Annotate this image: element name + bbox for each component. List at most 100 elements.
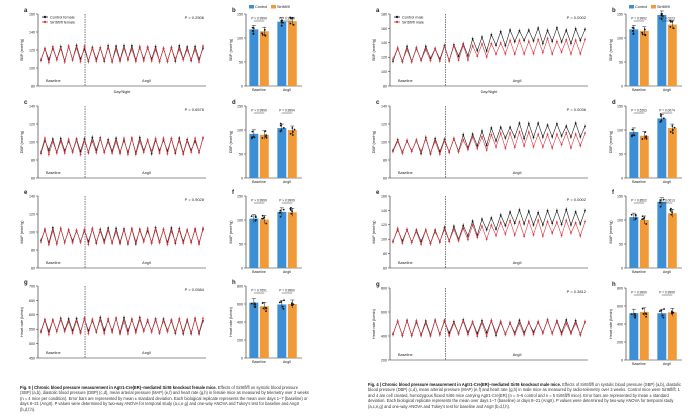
data-point	[158, 60, 161, 63]
data-point	[560, 223, 563, 226]
data-point	[158, 331, 161, 334]
data-point	[67, 318, 70, 320]
data-point	[527, 122, 530, 125]
replicate-point	[672, 311, 675, 314]
category-label: Baseline	[632, 88, 646, 92]
data-point	[130, 44, 133, 47]
data-point	[481, 42, 483, 45]
phase-label-angii: AngII	[142, 261, 151, 265]
data-point	[166, 152, 169, 155]
p-value: P = 0.9028	[185, 197, 205, 202]
data-point	[556, 122, 558, 125]
data-point	[150, 330, 153, 333]
phase-label-baseline: Baseline	[46, 261, 61, 265]
replicate-point	[660, 309, 663, 312]
series-line	[392, 219, 586, 246]
data-point	[51, 229, 54, 232]
replicate-point	[634, 218, 637, 221]
replicate-point	[645, 223, 648, 225]
y-tick-label: 50	[619, 152, 623, 156]
data-point	[513, 40, 516, 43]
data-point	[158, 152, 161, 154]
comparison-p-value: P = 0.9960	[279, 289, 295, 293]
data-point	[584, 28, 586, 31]
replicate-point	[671, 310, 673, 313]
y-tick-label: 140	[29, 30, 35, 34]
data-point	[499, 126, 502, 129]
data-point	[429, 242, 432, 245]
data-point	[523, 235, 526, 238]
phase-label-baseline: Baseline	[398, 79, 413, 83]
data-point	[424, 229, 427, 231]
y-tick-label: 160	[381, 194, 387, 198]
replicate-point	[291, 17, 294, 20]
bar-chart-d: 0 50 100 150 DBP (mmHg) Baseline P = 0.5263 Ang…	[609, 104, 682, 184]
data-point	[103, 151, 106, 154]
data-point	[513, 234, 516, 236]
data-point	[111, 331, 114, 334]
data-point	[415, 46, 418, 49]
p-value: P = 0.0002	[567, 15, 587, 20]
data-point	[87, 151, 90, 153]
replicate-point	[634, 213, 637, 216]
data-point	[546, 209, 549, 212]
replicate-point	[279, 215, 282, 218]
y-tick-label: 550	[29, 328, 35, 332]
data-point	[410, 241, 413, 244]
data-point	[91, 140, 94, 143]
data-point	[490, 133, 493, 136]
data-point	[584, 209, 586, 212]
data-point	[490, 42, 493, 45]
data-point	[138, 45, 141, 48]
data-point	[565, 208, 568, 211]
data-point	[499, 320, 502, 323]
data-point	[51, 140, 54, 143]
data-point	[134, 240, 137, 243]
data-point	[410, 334, 413, 337]
p-value: P = 0.0036	[567, 107, 587, 112]
y-axis-label: MAP (mmHg)	[372, 220, 376, 244]
data-point	[138, 136, 141, 139]
bar	[259, 31, 269, 87]
data-point	[556, 209, 558, 212]
data-point	[541, 235, 544, 237]
data-point	[178, 137, 181, 140]
data-point	[495, 228, 497, 231]
panel-row-g: g h 200 400 600 800 Heart rate (b/min) P = 0.38…	[372, 282, 616, 362]
data-point	[504, 52, 507, 55]
y-axis-label: SBP (mmHg)	[229, 38, 233, 61]
phase-label-baseline: Baseline	[398, 353, 413, 357]
data-point	[532, 233, 535, 236]
replicate-point	[644, 33, 647, 36]
replicate-point	[252, 27, 255, 30]
replicate-point	[264, 130, 267, 132]
replicate-point	[289, 22, 292, 25]
data-point	[91, 227, 94, 230]
data-point	[415, 139, 418, 142]
data-point	[154, 228, 157, 231]
bar-chart-f: 0 50 100 150 MAP (mmHg) Baseline P > 0.9999 Ang…	[229, 194, 302, 274]
y-tick-label: 0	[241, 84, 243, 88]
data-point	[485, 238, 488, 241]
replicate-point	[265, 310, 267, 313]
data-point	[75, 44, 78, 47]
data-point	[154, 45, 157, 48]
data-point	[67, 138, 70, 141]
data-point	[202, 137, 204, 140]
y-tick-label: 400	[617, 322, 623, 326]
data-point	[142, 59, 145, 62]
data-point	[570, 223, 572, 226]
panel-letter: g	[24, 280, 28, 286]
data-point	[513, 146, 516, 149]
data-point	[103, 58, 106, 61]
data-point	[91, 47, 94, 50]
bar	[639, 135, 649, 178]
replicate-point	[279, 209, 282, 212]
data-point	[485, 335, 488, 338]
data-point	[91, 136, 94, 139]
data-point	[392, 333, 394, 335]
bar	[639, 30, 649, 86]
y-tick-label: 100	[381, 70, 387, 74]
panel-letter: b	[612, 8, 616, 14]
data-point	[495, 44, 497, 47]
